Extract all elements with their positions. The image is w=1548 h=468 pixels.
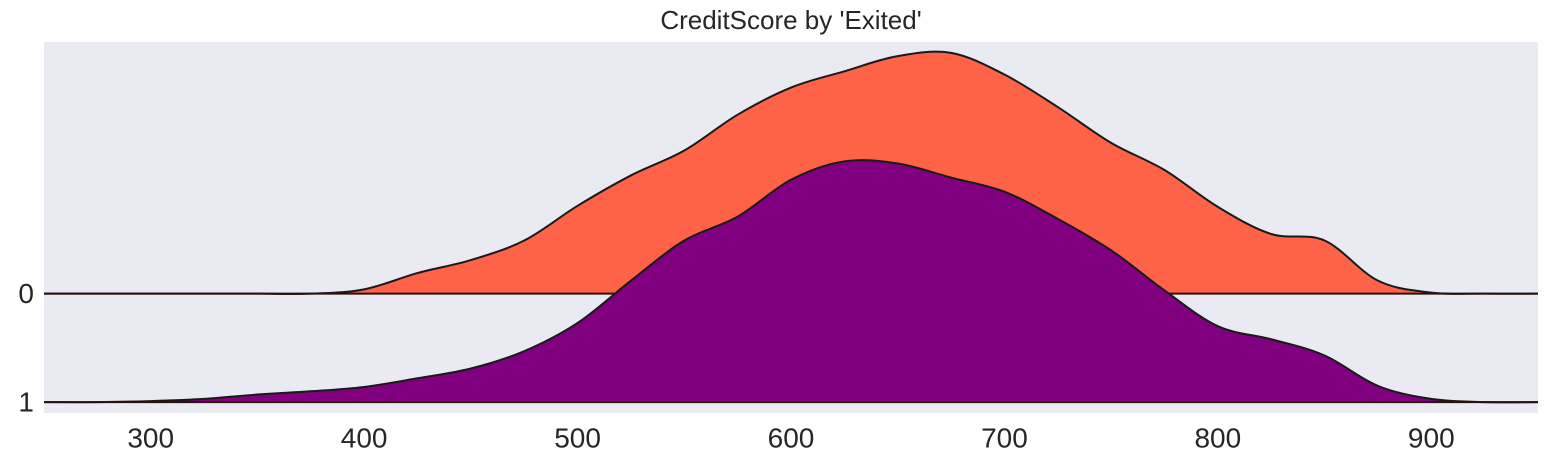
x-tick-label: 500 (554, 422, 601, 453)
x-tick-label: 600 (768, 422, 815, 453)
ridge-area (44, 160, 1538, 403)
ridge-area (44, 51, 1538, 294)
x-tick-label: 400 (341, 422, 388, 453)
y-tick-label: 0 (18, 278, 34, 309)
x-tick-label: 700 (981, 422, 1028, 453)
y-tick-label: 1 (18, 387, 34, 418)
chart-title: CreditScore by 'Exited' (660, 5, 921, 35)
x-tick-label: 900 (1408, 422, 1455, 453)
ridge-line (43, 159, 1539, 404)
x-tick-label: 800 (1194, 422, 1241, 453)
x-tick-label: 300 (127, 422, 174, 453)
